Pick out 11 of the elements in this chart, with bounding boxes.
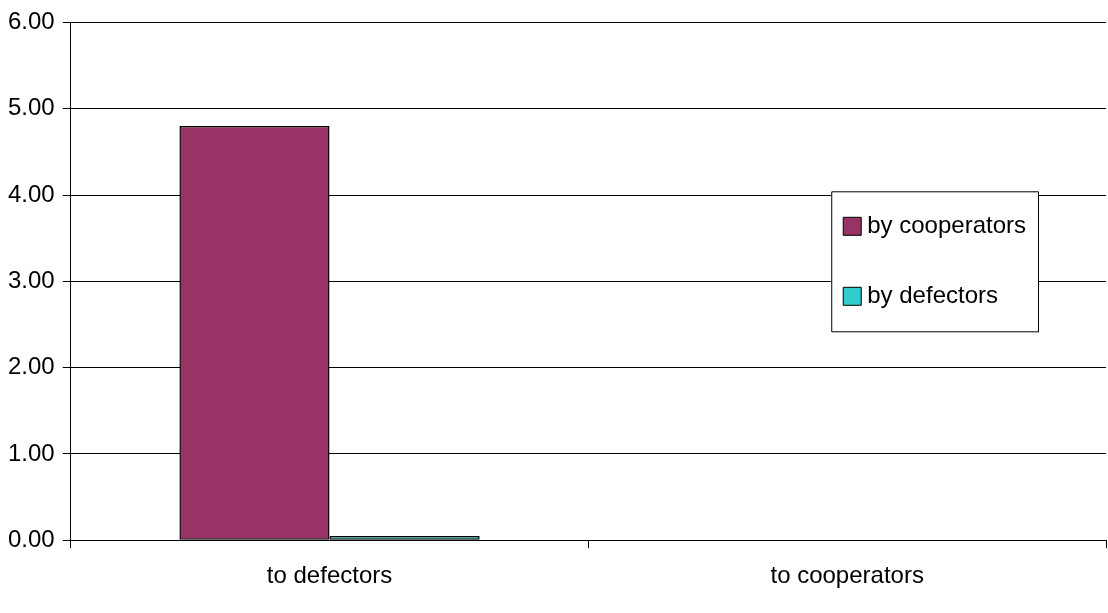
y-tick-label: 1.00 — [7, 438, 55, 466]
y-tick-label: 0.00 — [7, 524, 55, 552]
x-tick-label: to defectors — [266, 561, 393, 589]
x-tick-label: to cooperators — [770, 561, 924, 589]
y-tick-label: 3.00 — [7, 265, 55, 293]
y-tick-label: 2.00 — [7, 352, 55, 380]
legend-label: by defectors — [867, 280, 998, 308]
y-tick-label: 6.00 — [7, 7, 55, 35]
y-tick-label: 4.00 — [7, 179, 55, 207]
legend-label: by cooperators — [867, 210, 1027, 238]
y-tick-label: 5.00 — [7, 93, 55, 121]
